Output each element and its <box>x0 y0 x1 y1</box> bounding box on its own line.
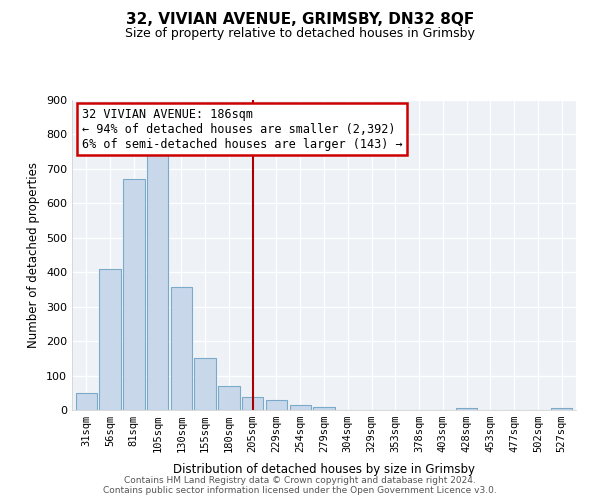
Bar <box>290 405 311 410</box>
Text: Contains HM Land Registry data © Crown copyright and database right 2024.
Contai: Contains HM Land Registry data © Crown c… <box>103 476 497 495</box>
Bar <box>266 400 287 410</box>
Bar <box>242 398 263 410</box>
Text: 32 VIVIAN AVENUE: 186sqm
← 94% of detached houses are smaller (2,392)
6% of semi: 32 VIVIAN AVENUE: 186sqm ← 94% of detach… <box>82 108 403 151</box>
Bar <box>147 152 168 410</box>
Bar <box>100 269 121 410</box>
Text: 32, VIVIAN AVENUE, GRIMSBY, DN32 8QF: 32, VIVIAN AVENUE, GRIMSBY, DN32 8QF <box>126 12 474 28</box>
Bar <box>123 179 145 410</box>
Bar <box>218 386 239 410</box>
Y-axis label: Number of detached properties: Number of detached properties <box>28 162 40 348</box>
Bar <box>313 406 335 410</box>
Bar <box>551 408 572 410</box>
Bar <box>76 393 97 410</box>
Bar <box>170 286 192 410</box>
X-axis label: Distribution of detached houses by size in Grimsby: Distribution of detached houses by size … <box>173 464 475 476</box>
Bar <box>456 408 478 410</box>
Text: Size of property relative to detached houses in Grimsby: Size of property relative to detached ho… <box>125 28 475 40</box>
Bar <box>194 358 216 410</box>
